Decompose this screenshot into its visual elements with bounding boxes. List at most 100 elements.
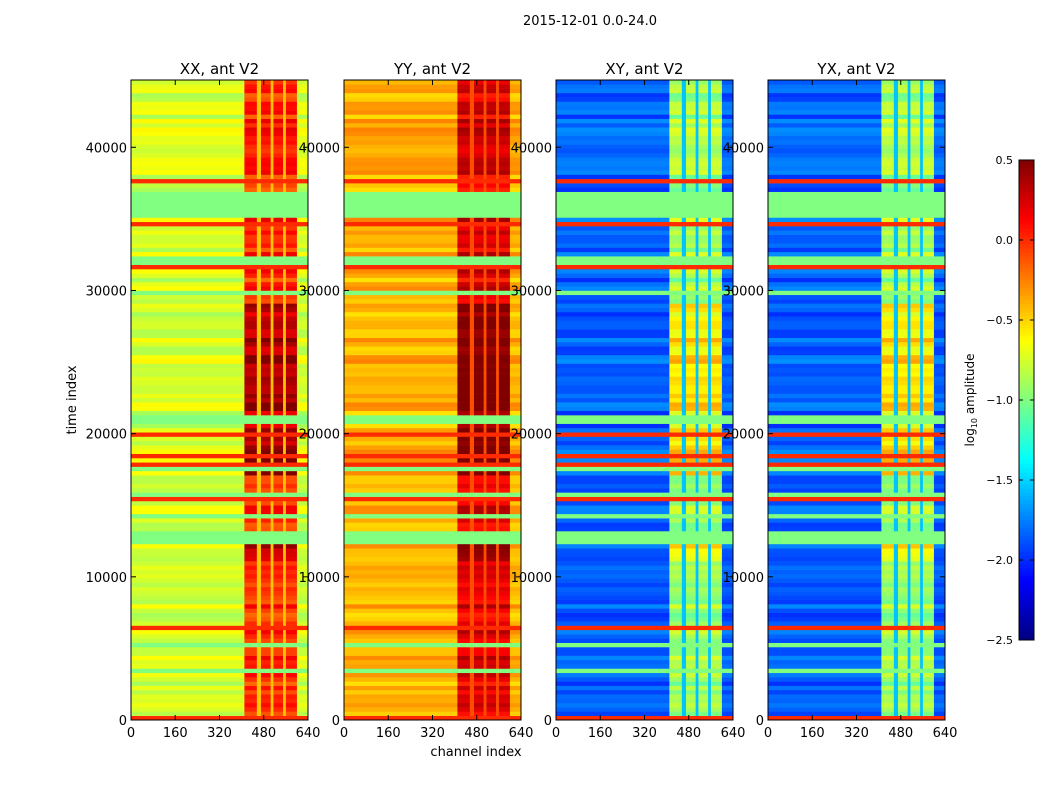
heatmap-cell [498,711,511,717]
heatmap-cell [260,651,271,656]
heatmap-cell [283,135,287,141]
heatmap-cell [244,389,258,394]
heatmap-cell [933,449,946,454]
heatmap-cell [256,148,262,154]
heatmap-cell [768,406,882,412]
heatmap-cell [483,127,487,132]
heatmap-cell [469,393,475,399]
heatmap-cell [695,659,699,665]
heatmap-cell [457,324,471,330]
heatmap-cell [698,638,709,643]
heatmap-cell [509,183,522,188]
heatmap-cell [685,208,696,214]
heatmap-cell [344,144,458,150]
heatmap-cell [270,393,274,399]
heatmap-cell [695,415,699,420]
heatmap-cell [893,664,899,669]
heatmap-cell [685,612,696,618]
heatmap-cell [920,535,924,540]
heatmap-cell [131,268,245,274]
heatmap-cell [933,492,946,497]
heatmap-cell [910,303,921,308]
heatmap-cell [131,88,245,94]
heatmap-cell [486,226,497,231]
heatmap-cell [260,462,271,467]
heatmap-cell [922,664,935,669]
heatmap-cell [285,702,298,708]
heatmap-cell [698,457,709,463]
heatmap-cell [721,178,734,184]
heatmap-cell [273,350,284,356]
heatmap-cell [681,689,687,695]
heatmap-cell [721,543,734,549]
heatmap-cell [256,97,262,102]
heatmap-cell [498,256,511,261]
heatmap-cell [498,393,511,399]
heatmap-cell [285,161,298,167]
heatmap-cell [260,646,271,652]
heatmap-cell [256,329,262,334]
heatmap-cell [270,256,274,261]
heatmap-cell [721,144,734,150]
heatmap-cell [270,359,274,364]
heatmap-cell [344,561,458,566]
heatmap-cell [469,548,475,553]
heatmap-cell [273,578,284,583]
heatmap-cell [131,668,245,674]
heatmap-cell [669,677,683,682]
heatmap-cell [922,410,935,416]
heatmap-cell [708,522,712,528]
heatmap-cell [496,505,500,510]
heatmap-cell [285,165,298,171]
heatmap-cell [296,157,309,162]
heatmap-cell [933,427,946,433]
heatmap-cell [509,634,522,639]
heatmap-cell [721,410,734,416]
heatmap-cell [483,324,487,330]
heatmap-cell [685,565,696,570]
heatmap-cell [244,105,258,111]
heatmap-cell [260,556,271,562]
heatmap-cell [710,393,723,399]
heatmap-cell [457,423,471,429]
heatmap-cell [498,509,511,515]
heatmap-cell [260,380,271,386]
heatmap-cell [721,213,734,218]
heatmap-cell [556,466,670,472]
heatmap-cell [681,290,687,296]
heatmap-cell [768,445,882,450]
heatmap-cell [669,419,683,424]
heatmap-cell [256,578,262,583]
heatmap-cell [920,483,924,489]
heatmap-cell [698,432,709,437]
heatmap-cell [457,238,471,244]
heatmap-cell [496,475,500,480]
heatmap-cell [496,655,500,661]
heatmap-cell [270,466,274,472]
heatmap-cell [669,402,683,407]
heatmap-cell [283,646,287,652]
heatmap-cell [131,436,245,442]
heatmap-cell [695,380,699,386]
heatmap-cell [897,599,908,605]
heatmap-cell [244,281,258,287]
heatmap-cell [270,303,274,308]
heatmap-cell [695,479,699,485]
heatmap-cell [469,376,475,381]
heatmap-cell [695,526,699,532]
heatmap-cell [469,303,475,308]
heatmap-cell [486,183,497,188]
heatmap-cell [556,578,670,583]
heatmap-cell [483,393,487,399]
heatmap-cell [344,247,458,253]
heatmap-cell [285,101,298,107]
heatmap-cell [270,462,274,467]
heatmap-cell [244,569,258,575]
heatmap-cell [273,599,284,605]
heatmap-cell [486,634,497,639]
heatmap-cell [933,307,946,313]
heatmap-cell [897,702,908,708]
heatmap-cell [695,432,699,437]
heatmap-cell [695,500,699,506]
heatmap-cell [669,694,683,699]
